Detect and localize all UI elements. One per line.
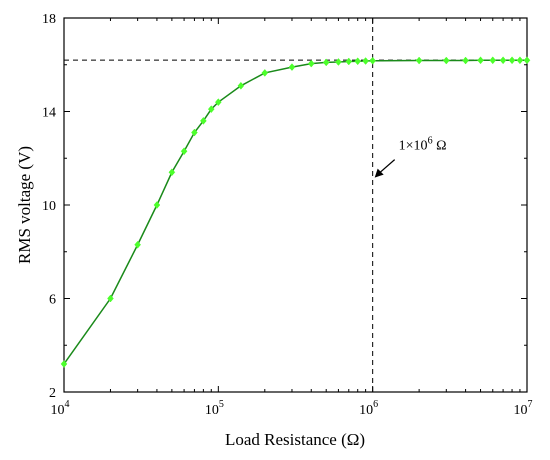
y-axis-ticks: 2 6 10 14 18 <box>42 12 527 401</box>
data-point <box>134 240 141 249</box>
data-point <box>261 69 269 77</box>
reference-lines <box>64 18 527 392</box>
data-series <box>60 56 531 368</box>
data-point <box>442 56 450 65</box>
data-point <box>477 56 484 65</box>
y-tick-label: 6 <box>49 293 56 308</box>
data-point <box>191 128 198 137</box>
data-point <box>60 360 68 368</box>
data-point <box>307 59 315 68</box>
x-tick-label: 106 <box>359 399 378 418</box>
data-point <box>207 105 215 114</box>
annotation-arrow-shaft <box>378 159 396 175</box>
data-point <box>180 147 188 156</box>
x-axis-label: Load Resistance (Ω) <box>225 430 365 449</box>
y-tick-label: 14 <box>42 106 56 121</box>
data-point <box>516 56 524 65</box>
y-tick-label: 2 <box>49 386 56 401</box>
x-axis-ticks: 104 105 106 107 <box>51 18 533 418</box>
y-axis-label: RMS voltage (V) <box>15 146 34 264</box>
data-point <box>354 57 362 66</box>
data-point <box>335 58 342 66</box>
data-point <box>523 56 531 65</box>
annotation-label: 1×106 Ω <box>399 136 447 154</box>
data-point <box>508 56 516 65</box>
plot-frame <box>63 17 528 393</box>
annotation-arrow-head <box>374 168 384 178</box>
x-tick-label: 105 <box>205 399 224 418</box>
data-point <box>369 56 376 65</box>
y-tick-label: 10 <box>42 199 56 214</box>
data-point <box>415 56 423 65</box>
data-point <box>322 58 330 67</box>
data-point <box>499 56 507 65</box>
annotation: 1×106 Ω <box>374 136 447 178</box>
data-point <box>362 57 369 65</box>
series-line <box>63 59 527 365</box>
data-point <box>489 56 497 65</box>
y-tick-label: 18 <box>42 12 56 27</box>
data-point <box>345 57 353 66</box>
data-point <box>153 201 161 209</box>
x-tick-label: 104 <box>51 399 70 418</box>
data-point <box>168 168 176 177</box>
data-point <box>215 98 222 107</box>
data-point <box>462 56 469 65</box>
data-point <box>237 81 245 90</box>
data-point <box>107 294 114 303</box>
data-point <box>288 63 296 71</box>
x-tick-label: 107 <box>514 399 533 418</box>
data-point <box>200 116 207 125</box>
